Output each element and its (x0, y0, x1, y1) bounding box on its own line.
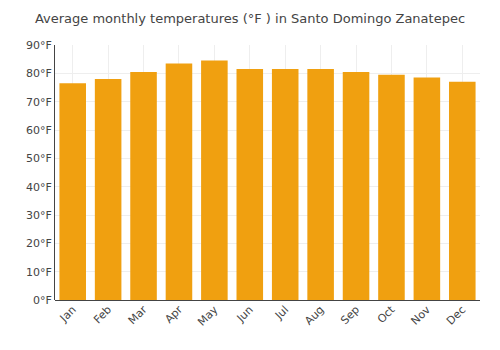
svg-text:0°F: 0°F (33, 294, 52, 307)
svg-text:Apr: Apr (162, 303, 185, 326)
svg-text:Feb: Feb (91, 303, 114, 326)
svg-text:80°F: 80°F (26, 67, 52, 80)
svg-text:Jul: Jul (272, 303, 291, 322)
svg-text:Jan: Jan (57, 303, 79, 325)
svg-text:40°F: 40°F (26, 181, 52, 194)
svg-text:90°F: 90°F (26, 39, 52, 52)
svg-text:Oct: Oct (375, 303, 398, 326)
svg-text:Jun: Jun (234, 303, 256, 325)
svg-text:May: May (195, 303, 221, 329)
svg-text:60°F: 60°F (26, 124, 52, 137)
svg-text:20°F: 20°F (26, 237, 52, 250)
svg-text:Dec: Dec (444, 303, 468, 327)
svg-text:Sep: Sep (338, 303, 362, 327)
svg-text:10°F: 10°F (26, 266, 52, 279)
svg-text:70°F: 70°F (26, 96, 52, 109)
svg-text:Mar: Mar (126, 303, 150, 327)
svg-text:Nov: Nov (409, 303, 434, 328)
svg-text:50°F: 50°F (26, 152, 52, 165)
svg-text:Average monthly temperatures (: Average monthly temperatures (°F ) in Sa… (35, 11, 465, 26)
svg-text:Aug: Aug (302, 303, 326, 327)
svg-text:30°F: 30°F (26, 209, 52, 222)
